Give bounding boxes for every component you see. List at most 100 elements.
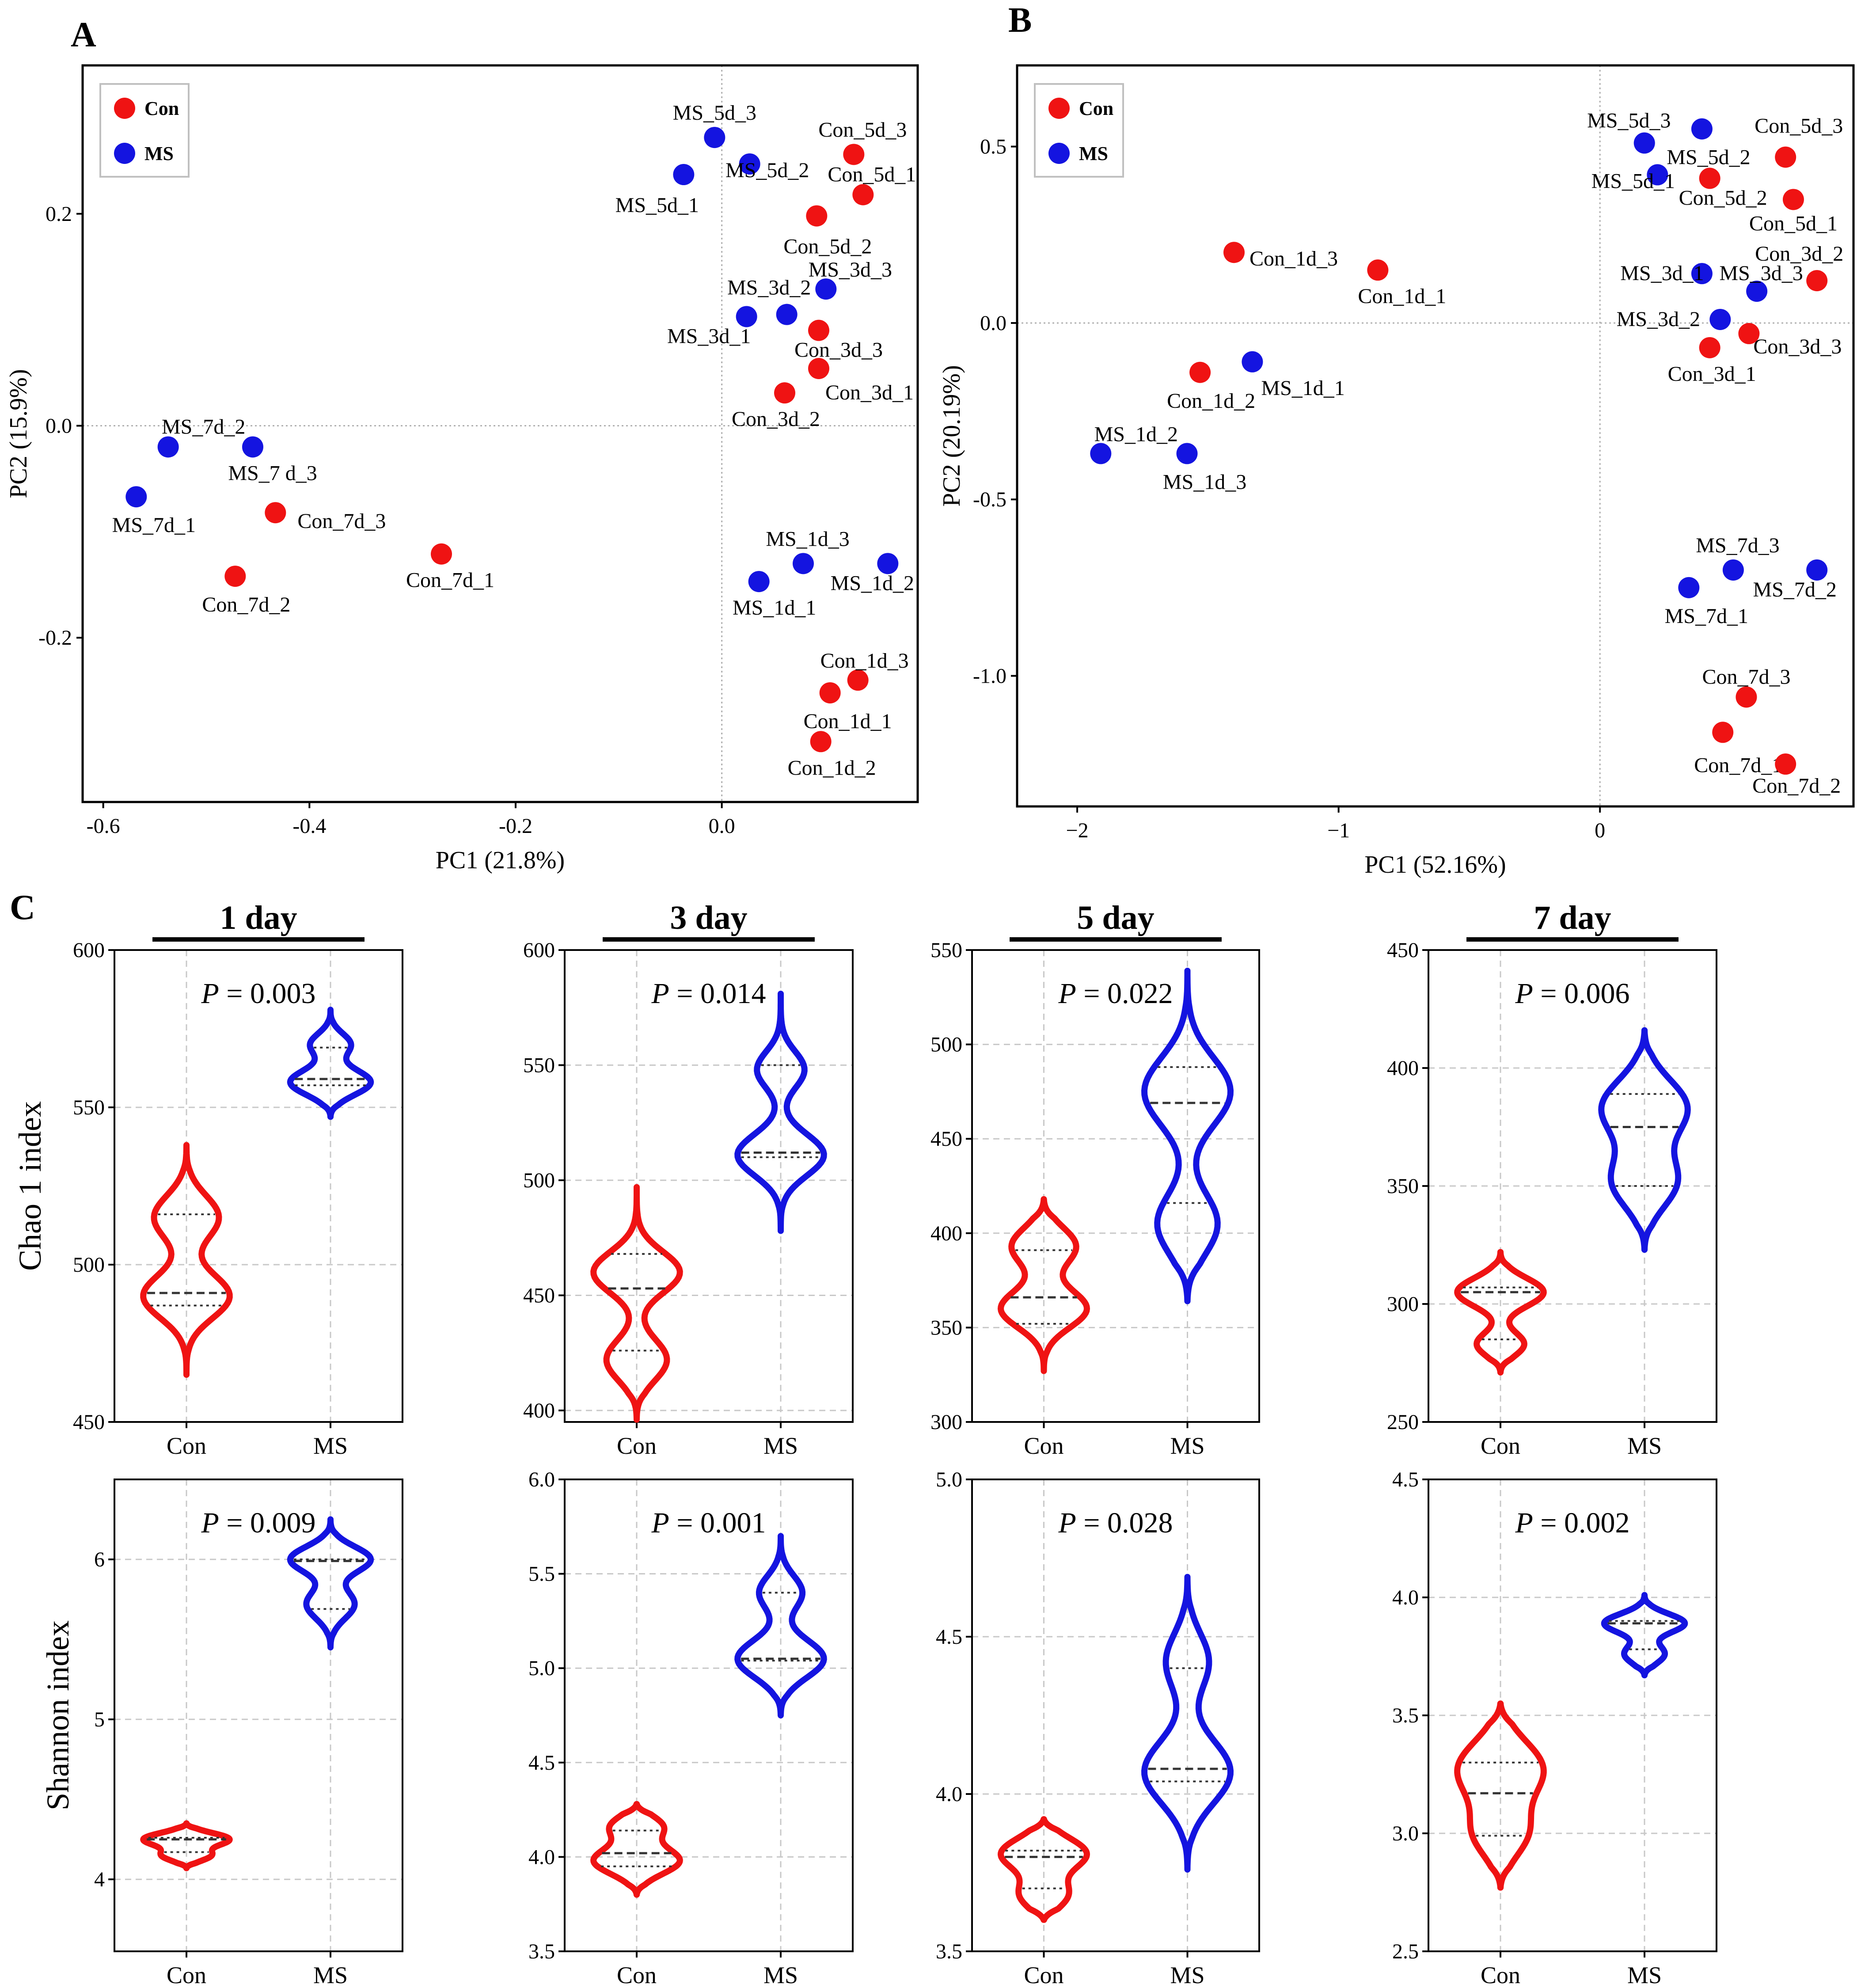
x-tick-label: −2 [1066, 819, 1089, 842]
p-symbol: P [201, 1507, 219, 1539]
point-MS_5d_3 [1633, 132, 1655, 154]
y-tick-label: 2.5 [1392, 1940, 1419, 1963]
p-value-number: = 0.003 [219, 977, 316, 1010]
violin-panel-r1-c2: 3.5 4.0 4.5 5.0 Con MS P = 0.028 [936, 1468, 1260, 1988]
p-value: P = 0.014 [651, 977, 766, 1010]
violin-ms [1601, 1592, 1688, 1679]
point-label: MS_3d_3 [809, 258, 892, 281]
y-tick-label: 5 [94, 1708, 105, 1731]
p-value-number: = 0.002 [1533, 1507, 1630, 1539]
point-Con_3d_2 [774, 382, 795, 404]
panel-label: C [10, 888, 35, 927]
point-label: MS_3d_2 [727, 276, 811, 300]
y-tick-label: -0.2 [38, 626, 72, 650]
p-symbol: P [1515, 977, 1533, 1010]
p-value-number: = 0.028 [1076, 1507, 1173, 1539]
point-MS_5d_2 [1691, 118, 1713, 140]
p-value: P = 0.002 [1515, 1507, 1629, 1539]
y-tick-label: 350 [1387, 1175, 1419, 1198]
y-tick-label: 400 [930, 1222, 962, 1245]
p-symbol: P [1058, 1507, 1076, 1539]
point-label: MS_7 d_3 [228, 461, 317, 485]
point-label: MS_1d_3 [1163, 470, 1246, 494]
point-MS_1d_1 [748, 571, 770, 593]
y-tick-label: 400 [523, 1399, 555, 1422]
y-tick-label: 450 [1387, 939, 1419, 962]
x-category-label: Con [167, 1962, 206, 1988]
violin-con [1454, 1249, 1547, 1376]
point-Con_5d_1 [1782, 189, 1804, 210]
p-symbol: P [1515, 1507, 1533, 1539]
legend-marker-ms [1048, 143, 1070, 164]
x-tick-label: -0.4 [292, 814, 326, 838]
violin-panel-r0-c2: 300 350 400 450 500 550 Con MS P = 0.022 [930, 939, 1260, 1459]
x-tick-label: 0.0 [709, 814, 735, 838]
legend-marker-con [1048, 98, 1070, 119]
y-tick-label: 250 [1387, 1410, 1419, 1434]
point-label: Con_7d_2 [202, 593, 290, 616]
point-label: MS_7d_2 [1753, 578, 1836, 601]
point-label: Con_1d_3 [1250, 247, 1338, 270]
p-value: P = 0.022 [1058, 977, 1173, 1010]
point-MS_3d_2 [1709, 308, 1731, 330]
x-tick-label: −1 [1327, 819, 1350, 842]
point-Con_5d_3 [843, 144, 865, 165]
violin-ms [287, 1516, 374, 1651]
plot-frame [564, 949, 854, 1423]
violin-panel-r1-c3: 2.5 3.0 3.5 4.0 4.5 Con MS P = 0.002 [1392, 1468, 1717, 1988]
legend-label-ms: MS [1079, 143, 1108, 164]
y-tick-label: 600 [523, 939, 555, 962]
point-label: MS_5d_1 [615, 194, 699, 217]
point-MS_7d_1 [1678, 577, 1700, 598]
x-category-label: MS [1627, 1433, 1662, 1459]
plot-frame [564, 1479, 854, 1952]
point-label: Con_3d_3 [1753, 335, 1842, 358]
y-tick-label: -1.0 [973, 665, 1006, 688]
y-tick-label: 4.5 [936, 1625, 962, 1649]
point-label: Con_7d_3 [297, 509, 386, 533]
y-tick-label: 5.5 [528, 1562, 555, 1586]
violin-panel-r1-c0: 4 5 6 Con MS P = 0.009 [94, 1479, 403, 1988]
violin-panel-r0-c0: 450 500 550 600 Con MS P = 0.003 [73, 939, 403, 1459]
column-title: 7 day [1534, 899, 1611, 936]
point-label: MS_1d_2 [831, 571, 914, 595]
point-label: Con_5d_3 [818, 118, 907, 141]
y-tick-label: 300 [930, 1410, 962, 1434]
point-MS_1d_2 [877, 553, 899, 574]
p-value: P = 0.001 [651, 1507, 766, 1539]
p-value-number: = 0.022 [1076, 977, 1173, 1010]
point-MS_5d_1 [673, 164, 695, 186]
y-tick-label: 450 [930, 1127, 962, 1151]
panel-C: C 1 day 3 day 5 day 7 day Chao 1 index Shannon… [10, 888, 1717, 1988]
plot-frame [971, 1479, 1260, 1952]
point-label: Con_3d_2 [732, 407, 820, 431]
p-symbol: P [201, 977, 219, 1010]
x-tick-label: 0 [1595, 819, 1605, 842]
point-label: Con_1d_1 [804, 710, 892, 733]
point-label: Con_7d_2 [1752, 774, 1841, 798]
violin-panel-r1-c1: 3.5 4.0 4.5 5.0 5.5 6.0 Con MS P = 0.001 [528, 1468, 854, 1988]
y-tick-label: 550 [930, 939, 962, 962]
point-label: MS_3d_3 [1719, 262, 1803, 285]
plot-frame [114, 1479, 403, 1952]
violin-ms [734, 991, 827, 1234]
point-MS_3d_1 [1691, 263, 1713, 285]
legend-marker-con [114, 98, 135, 119]
p-value-number: = 0.009 [219, 1507, 316, 1539]
y-tick-label: 3.5 [936, 1940, 962, 1963]
y-tick-label: 4.5 [1392, 1468, 1419, 1491]
point-Con_5d_3 [1775, 146, 1796, 168]
x-category-label: MS [1627, 1962, 1662, 1988]
p-value-number: = 0.006 [1533, 977, 1630, 1010]
x-tick-label: -0.2 [499, 814, 532, 838]
y-tick-label: 450 [73, 1410, 105, 1434]
point-MS_1d_3 [1176, 443, 1198, 464]
legend: Con MS [99, 83, 190, 178]
point-MS_3d_3 [815, 278, 837, 300]
violin-ms [1598, 1027, 1691, 1253]
x-category-label: Con [1024, 1433, 1063, 1459]
point-Con_1d_1 [1367, 259, 1389, 281]
point-Con_1d_2 [810, 731, 832, 753]
plot-frame [1016, 64, 1855, 808]
